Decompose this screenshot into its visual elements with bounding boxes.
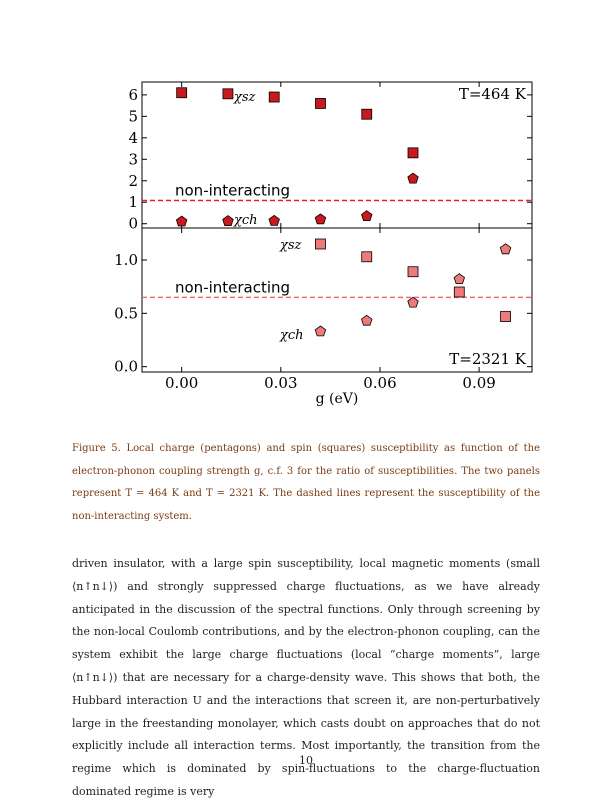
series-label: χch — [233, 213, 258, 228]
temperature-label: T=464 K — [459, 85, 527, 103]
page-number: 10 — [299, 754, 313, 767]
non-interacting-label: non-interacting — [175, 278, 290, 296]
data-point-spin — [407, 266, 419, 278]
caption-label: Figure 5. — [72, 443, 121, 454]
x-tick-label: 0.09 — [462, 374, 495, 392]
data-point-charge — [314, 325, 327, 337]
top-panel: 0 1 2 3 4 5 6 non-interacting T=464 K χsz χch — [128, 82, 532, 233]
data-point-spin — [315, 98, 326, 109]
y-tick-label: 4 — [128, 129, 138, 147]
y-tick-label: 1.0 — [114, 251, 138, 269]
data-point-spin — [407, 147, 419, 159]
data-point-spin — [361, 251, 373, 263]
data-point-charge — [175, 215, 188, 227]
data-point-spin — [268, 91, 280, 103]
series-label: χsz — [279, 238, 302, 253]
caption-text: Local charge (pentagons) and spin (squar… — [72, 443, 540, 522]
figure-caption: Figure 5. Local charge (pentagons) and s… — [72, 438, 540, 528]
temperature-label: T=2321 K — [449, 350, 527, 368]
y-tick-label: 3 — [128, 150, 138, 168]
y-tick-label: 0.5 — [114, 304, 138, 322]
data-point-spin — [361, 108, 373, 120]
non-interacting-label: non-interacting — [175, 182, 290, 200]
data-point-charge — [453, 273, 465, 285]
data-point-spin — [176, 87, 188, 99]
series-label: χsz — [233, 90, 256, 105]
data-point-spin — [453, 286, 465, 298]
y-tick-label: 2 — [128, 172, 138, 190]
data-point-charge — [361, 210, 373, 222]
bottom-panel-frame — [141, 227, 533, 373]
x-tick-label: 0.03 — [264, 374, 297, 392]
data-point-charge — [361, 314, 373, 326]
y-tick-label: 0.0 — [114, 358, 138, 376]
data-point-charge — [268, 214, 280, 226]
data-point-charge — [407, 296, 419, 308]
data-point-charge — [314, 213, 327, 225]
y-tick-label: 0 — [128, 215, 138, 233]
data-point-charge — [222, 215, 234, 227]
data-point-spin — [500, 311, 511, 322]
x-tick-label: 0.00 — [165, 374, 198, 392]
y-tick-label: 5 — [128, 107, 138, 125]
top-panel-frame — [141, 81, 533, 229]
data-point-charge — [407, 172, 419, 184]
x-axis-label: g (eV) — [316, 391, 359, 407]
series-label: χch — [279, 328, 304, 343]
data-point-spin — [315, 238, 326, 250]
y-tick-label: 6 — [128, 86, 138, 104]
body-paragraph: driven insulator, with a large spin susc… — [72, 557, 540, 798]
x-tick-label: 0.06 — [363, 374, 396, 392]
bottom-panel: 0.0 0.5 1.0 0.00 0.03 0.06 0.09 non-interacting… — [114, 228, 532, 392]
data-point-spin — [222, 88, 234, 100]
y-tick-label: 1 — [128, 193, 138, 211]
data-point-charge — [499, 243, 512, 255]
